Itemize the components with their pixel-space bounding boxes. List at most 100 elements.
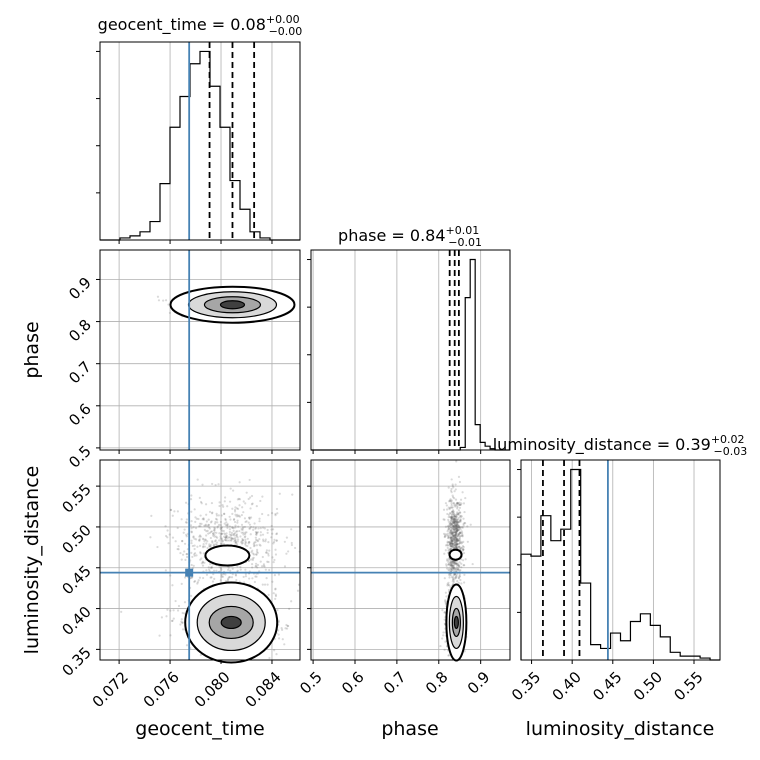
sample-point bbox=[463, 573, 466, 576]
sample-point bbox=[454, 498, 458, 501]
sample-point bbox=[277, 633, 280, 636]
sample-point bbox=[443, 577, 446, 580]
sample-point bbox=[462, 517, 465, 520]
sample-point bbox=[447, 537, 450, 540]
sample-point bbox=[240, 540, 243, 543]
sample-point bbox=[251, 502, 254, 505]
sample-point bbox=[198, 534, 202, 537]
sample-point bbox=[262, 526, 265, 529]
sample-point bbox=[190, 563, 193, 567]
sample-point bbox=[277, 573, 281, 576]
sample-point bbox=[444, 533, 447, 536]
sample-point bbox=[450, 502, 453, 505]
sample-point bbox=[274, 594, 278, 598]
sample-point bbox=[202, 538, 205, 541]
sample-point bbox=[189, 497, 193, 501]
sample-point bbox=[183, 528, 186, 531]
sample-point bbox=[455, 513, 459, 516]
sample-point bbox=[242, 500, 245, 503]
sample-point bbox=[226, 578, 230, 581]
sample-point bbox=[237, 525, 240, 528]
sample-point bbox=[248, 523, 252, 526]
sample-point bbox=[459, 511, 462, 514]
sample-point bbox=[196, 478, 199, 481]
sample-point bbox=[193, 508, 196, 511]
sample-point bbox=[275, 507, 279, 511]
sample-point bbox=[450, 478, 453, 481]
sample-point bbox=[463, 510, 466, 514]
sample-point bbox=[160, 616, 163, 619]
sample-point bbox=[273, 649, 276, 652]
sample-point bbox=[255, 531, 258, 535]
sample-point bbox=[453, 562, 456, 565]
sample-point bbox=[252, 543, 255, 546]
sample-point bbox=[220, 514, 223, 517]
sample-point bbox=[270, 536, 273, 539]
sample-point bbox=[446, 546, 449, 550]
sample-point bbox=[261, 555, 264, 559]
sample-point bbox=[460, 582, 463, 585]
sample-point bbox=[291, 493, 294, 496]
sample-point bbox=[281, 638, 284, 641]
sample-point bbox=[235, 535, 238, 538]
sample-point bbox=[258, 520, 261, 523]
sample-point bbox=[447, 526, 451, 529]
sample-point bbox=[226, 526, 229, 529]
sample-point bbox=[447, 520, 450, 523]
sample-point bbox=[459, 503, 462, 506]
sample-point bbox=[271, 580, 274, 583]
sample-point bbox=[444, 544, 448, 547]
sample-point bbox=[278, 492, 281, 495]
sample-point bbox=[253, 522, 256, 525]
sample-point bbox=[190, 494, 193, 497]
sample-point bbox=[456, 520, 459, 523]
sample-point bbox=[447, 518, 450, 521]
sample-point bbox=[166, 529, 169, 532]
sample-point bbox=[450, 487, 453, 491]
density-time-distance-main-contour-3 bbox=[220, 615, 242, 630]
sample-point bbox=[461, 559, 465, 562]
sample-point bbox=[450, 499, 453, 502]
sample-point bbox=[213, 527, 217, 530]
sample-point bbox=[271, 556, 274, 559]
sample-point bbox=[204, 524, 207, 527]
sample-point bbox=[447, 506, 450, 509]
sample-point bbox=[444, 502, 448, 505]
sample-point bbox=[453, 541, 456, 545]
sample-point bbox=[247, 540, 251, 544]
sample-point bbox=[181, 553, 185, 556]
sample-point bbox=[219, 527, 222, 530]
sample-point bbox=[283, 565, 287, 568]
sample-point bbox=[447, 486, 450, 489]
sample-point bbox=[252, 528, 255, 531]
sample-point bbox=[249, 507, 252, 510]
sample-point bbox=[205, 513, 208, 516]
sample-point bbox=[463, 564, 466, 567]
sample-point bbox=[262, 540, 265, 543]
sample-point bbox=[172, 617, 175, 620]
sample-point bbox=[456, 580, 459, 583]
sample-point bbox=[245, 491, 248, 494]
sample-point bbox=[225, 532, 228, 535]
sample-point bbox=[274, 588, 277, 591]
sample-point bbox=[238, 529, 241, 533]
sample-point bbox=[248, 527, 251, 530]
sample-point bbox=[209, 521, 213, 524]
sample-point bbox=[198, 576, 202, 579]
sample-point bbox=[215, 514, 219, 517]
truth-marker-geocent_time-luminosity_distance bbox=[185, 568, 194, 577]
histogram-luminosity_distance bbox=[520, 468, 720, 661]
sample-point bbox=[190, 510, 193, 513]
sample-point bbox=[290, 600, 293, 603]
sample-point bbox=[446, 559, 449, 562]
sample-point bbox=[459, 546, 462, 550]
sample-point bbox=[236, 569, 239, 572]
sample-point bbox=[214, 483, 217, 487]
sample-point bbox=[223, 500, 226, 503]
sample-point bbox=[449, 574, 452, 577]
sample-point bbox=[447, 515, 450, 519]
sample-point bbox=[254, 562, 258, 565]
sample-point bbox=[228, 525, 232, 528]
sample-point bbox=[461, 533, 464, 536]
sample-point bbox=[227, 568, 230, 571]
